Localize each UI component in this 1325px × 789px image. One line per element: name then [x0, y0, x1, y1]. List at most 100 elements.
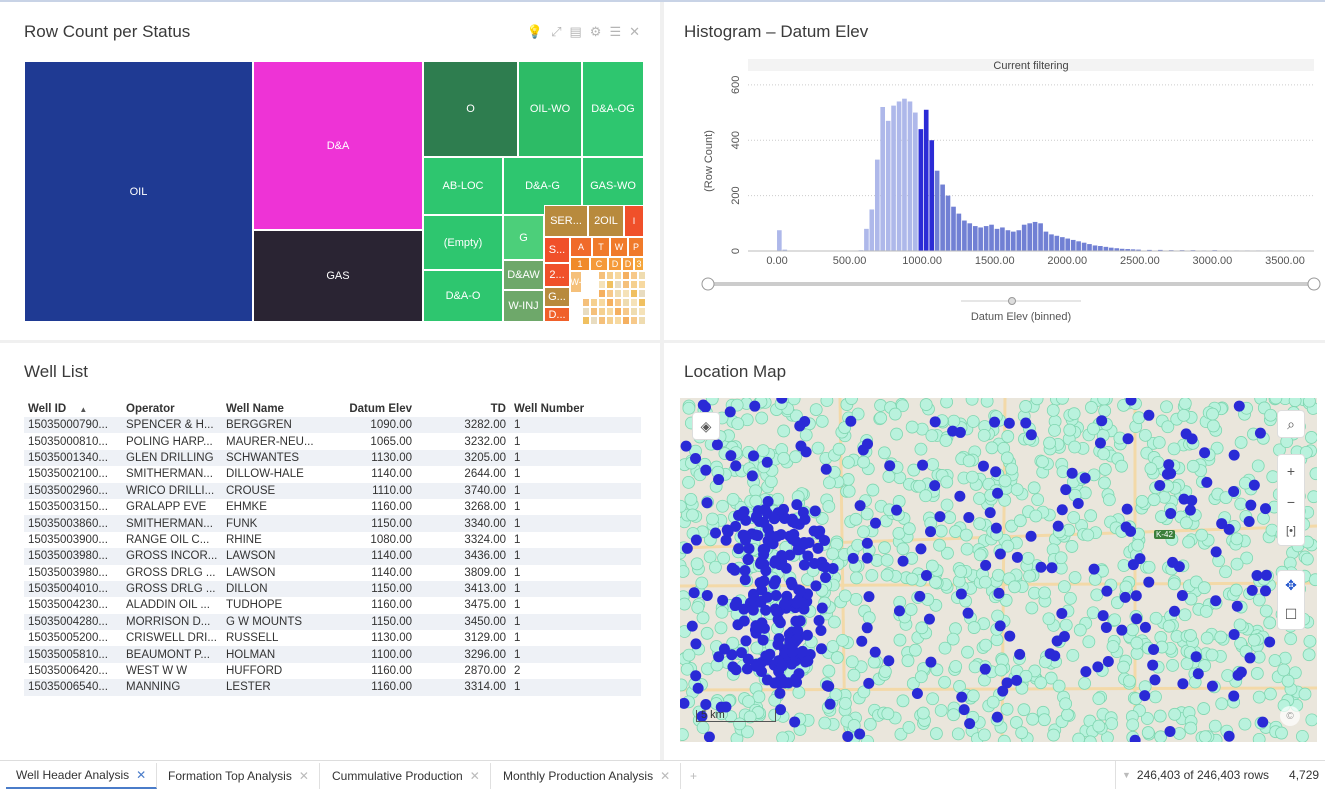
map-well-marker[interactable] [726, 636, 740, 650]
map-well-marker[interactable] [1162, 619, 1176, 633]
map-well-selected[interactable] [724, 406, 736, 418]
expand-icon[interactable]: ⤢ [551, 24, 562, 39]
treemap-cell[interactable]: I [624, 205, 644, 237]
map-well-marker[interactable] [978, 728, 991, 742]
map-well-marker[interactable] [1264, 408, 1278, 422]
map-well-marker[interactable] [1059, 697, 1073, 711]
map-well-marker[interactable] [1030, 398, 1044, 406]
map-well-marker[interactable] [1182, 535, 1196, 549]
map-well-marker[interactable] [742, 695, 755, 708]
histogram-bar[interactable] [945, 195, 951, 251]
map-well-marker[interactable] [1149, 690, 1162, 704]
histogram-bar[interactable] [1125, 249, 1130, 251]
map-well-marker[interactable] [866, 483, 880, 497]
table-row[interactable]: 15035005810... BEAUMONT P... HOLMAN 1100.00… [24, 646, 641, 663]
map-well-marker[interactable] [1063, 423, 1077, 437]
treemap-cell[interactable]: 2OIL [588, 205, 624, 237]
map-well-selected[interactable] [1056, 608, 1068, 620]
map-well-marker[interactable] [857, 525, 870, 539]
histogram-bar[interactable] [777, 230, 782, 251]
map-well-marker[interactable] [822, 500, 836, 513]
map-well-selected[interactable] [915, 543, 927, 555]
map-well-marker[interactable] [1215, 697, 1229, 711]
lightbulb-icon[interactable]: 💡 [526, 24, 544, 39]
map-well-selected[interactable] [920, 569, 932, 581]
map-well-marker[interactable] [867, 655, 881, 669]
map-well-selected[interactable] [1131, 613, 1143, 625]
map-well-selected[interactable] [688, 587, 700, 599]
treemap-small-cell[interactable] [606, 316, 614, 325]
treemap-cell[interactable]: O [423, 61, 518, 157]
map-well-selected[interactable] [962, 607, 974, 619]
map-well-marker[interactable] [880, 568, 894, 582]
map-well-marker[interactable] [731, 417, 745, 431]
histogram-bar[interactable] [1054, 235, 1060, 251]
map-well-marker[interactable] [1000, 451, 1014, 465]
map-well-marker[interactable] [1088, 572, 1102, 586]
map-well-marker[interactable] [1038, 713, 1051, 727]
map-well-selected[interactable] [1248, 479, 1260, 491]
treemap-cell[interactable]: D... [544, 307, 570, 322]
map-well-selected[interactable] [1025, 429, 1037, 441]
map-well-marker[interactable] [954, 565, 968, 578]
map-well-selected[interactable] [770, 575, 782, 587]
histogram-bar[interactable] [940, 184, 945, 251]
map-well-selected[interactable] [802, 550, 814, 562]
map-well-selected[interactable] [726, 649, 738, 661]
map-well-marker[interactable] [905, 420, 919, 434]
map-well-selected[interactable] [993, 587, 1005, 599]
map-well-marker[interactable] [849, 512, 863, 526]
map-well-marker[interactable] [1043, 436, 1056, 450]
map-well-selected[interactable] [1092, 661, 1104, 673]
treemap-small-cell[interactable] [598, 298, 606, 307]
map-well-marker[interactable] [1152, 436, 1166, 449]
map-well-marker[interactable] [1186, 459, 1200, 473]
map-well-marker[interactable] [828, 615, 841, 629]
map-well-marker[interactable] [925, 559, 939, 573]
treemap-small-cell[interactable] [614, 289, 622, 298]
map-well-marker[interactable] [695, 576, 709, 590]
map-well-selected[interactable] [1167, 556, 1179, 568]
map-well-marker[interactable] [1234, 436, 1248, 449]
histogram-bar[interactable] [874, 159, 880, 251]
map-well-selected[interactable] [791, 499, 803, 511]
map-well-selected[interactable] [1231, 600, 1243, 612]
map-well-marker[interactable] [1153, 709, 1167, 723]
map-well-selected[interactable] [1025, 530, 1037, 542]
treemap-small-cell[interactable] [582, 298, 590, 307]
map-well-selected[interactable] [992, 487, 1004, 499]
map-well-selected[interactable] [713, 474, 725, 486]
map-well-marker[interactable] [1019, 400, 1033, 413]
map-well-marker[interactable] [919, 489, 933, 503]
map-well-marker[interactable] [849, 592, 863, 606]
map-well-marker[interactable] [1031, 493, 1045, 507]
map-well-marker[interactable] [1219, 491, 1233, 504]
col-well-name[interactable]: Well Name [226, 402, 284, 415]
map-well-marker[interactable] [1067, 511, 1081, 524]
map-well-selected[interactable] [690, 638, 702, 650]
map-well-selected[interactable] [794, 420, 806, 432]
map-well-marker[interactable] [771, 492, 785, 506]
map-well-marker[interactable] [1061, 708, 1074, 722]
treemap-small-cell[interactable] [590, 298, 598, 307]
map-well-marker[interactable] [1023, 569, 1036, 583]
map-well-marker[interactable] [755, 411, 769, 425]
map-well-selected[interactable] [1199, 447, 1211, 459]
map-well-marker[interactable] [865, 568, 879, 582]
map-well-selected[interactable] [1257, 716, 1269, 728]
map-well-selected[interactable] [791, 634, 803, 646]
map-well-marker[interactable] [890, 427, 903, 441]
close-tab-icon[interactable]: ✕ [298, 769, 309, 783]
map-well-selected[interactable] [701, 589, 713, 601]
map-well-selected[interactable] [820, 463, 832, 475]
map-well-marker[interactable] [1303, 634, 1317, 648]
map-well-selected[interactable] [1223, 730, 1235, 742]
map-well-selected[interactable] [863, 591, 875, 603]
map-well-selected[interactable] [700, 464, 712, 476]
map-well-marker[interactable] [874, 411, 888, 425]
table-row[interactable]: 15035001340... GLEN DRILLING SCHWANTES 1130… [24, 449, 641, 467]
map-well-selected[interactable] [1001, 677, 1013, 689]
map-well-marker[interactable] [902, 522, 916, 536]
treemap-cell[interactable]: A [570, 237, 592, 257]
map-well-selected[interactable] [713, 651, 725, 663]
